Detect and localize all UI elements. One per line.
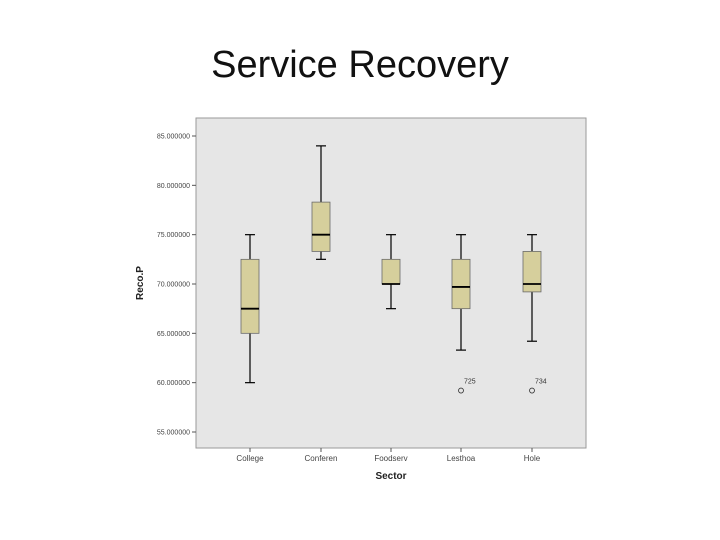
- y-tick-label: 85.000000: [157, 134, 190, 141]
- outlier-label: 725: [464, 379, 476, 386]
- y-tick-label: 60.000000: [157, 380, 190, 387]
- y-tick-label: 65.000000: [157, 331, 190, 338]
- outlier-point: [529, 387, 535, 394]
- outlier-label: 734: [535, 379, 547, 386]
- x-tick-label: Conferen: [305, 454, 338, 463]
- box-iqr: [311, 201, 331, 252]
- box-iqr: [522, 251, 542, 293]
- slide-title: Service Recovery: [211, 44, 509, 86]
- y-tick-label: 70.000000: [157, 282, 190, 289]
- y-axis-title: Reco.P: [135, 266, 146, 300]
- box-iqr: [240, 258, 260, 334]
- x-tick-label: College: [236, 454, 264, 463]
- box-iqr: [451, 258, 471, 310]
- y-tick-label: 55.000000: [157, 430, 190, 437]
- y-tick-label: 80.000000: [157, 183, 190, 190]
- x-axis-title: Sector: [375, 471, 406, 482]
- x-tick-label: Hole: [524, 454, 541, 463]
- x-tick-label: Foodserv: [374, 454, 407, 463]
- outlier-point: [458, 387, 464, 394]
- y-tick-label: 75.000000: [157, 232, 190, 239]
- x-tick-label: Lesthoa: [447, 454, 476, 463]
- plot-layer: 55.000000 60.000000 65.000000 70.000000 75.0…: [157, 117, 587, 463]
- box-iqr: [381, 258, 401, 285]
